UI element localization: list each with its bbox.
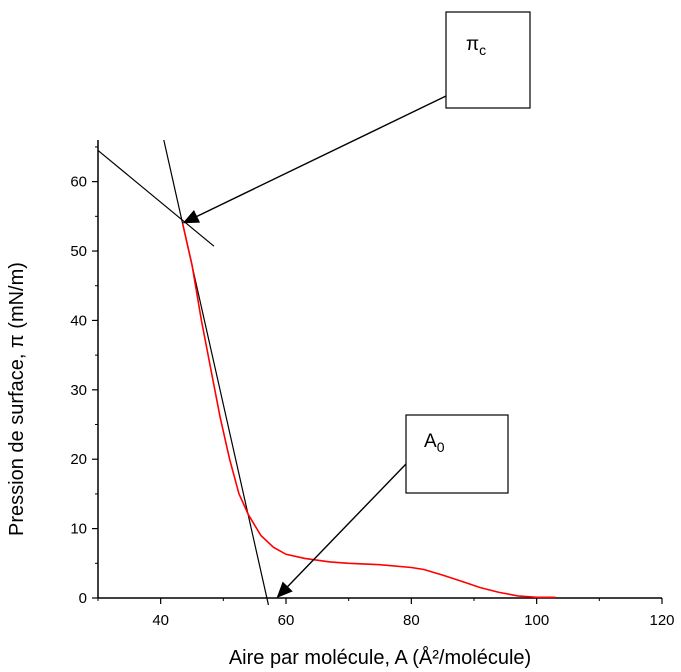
- y-axis-title: Pression de surface, π (mN/m): [6, 262, 28, 536]
- y-tick-label: 10: [70, 521, 87, 538]
- ticks: 40 60 80 100 120 0 10 20 30 40 50 60: [70, 146, 675, 629]
- callout-arrowhead: [276, 581, 293, 598]
- tangent-line-1: [97, 149, 215, 247]
- callout-2: A0: [276, 414, 509, 598]
- y-tick-label: 20: [70, 451, 87, 468]
- x-tick-label: 60: [278, 612, 295, 629]
- callout-label-subscript: c: [479, 42, 486, 58]
- callout-arrow-line: [184, 95, 447, 223]
- callout-arrowhead: [182, 210, 201, 224]
- x-axis-title: Aire par molécule, A (Å²/molécule): [229, 646, 531, 669]
- series-group: [181, 223, 556, 599]
- x-tick-label: 120: [649, 612, 674, 629]
- x-tick-label: 40: [152, 612, 169, 629]
- callout-box: [445, 11, 531, 109]
- x-tick-label: 100: [524, 612, 549, 629]
- x-tick-label: 80: [403, 612, 420, 629]
- series-line-1: [181, 223, 556, 599]
- callout-label: πc: [466, 34, 486, 58]
- tangent-lines: [97, 139, 270, 606]
- callout-label-subscript: 0: [437, 439, 445, 455]
- callout-box: [405, 414, 509, 494]
- callouts: πc A0: [182, 11, 531, 598]
- y-tick-label: 30: [70, 382, 87, 399]
- callout-1: πc: [182, 11, 531, 224]
- y-tick-label: 60: [70, 174, 87, 191]
- y-tick-label: 0: [79, 590, 87, 607]
- callout-arrow-line: [278, 463, 407, 597]
- callout-label: A0: [424, 431, 445, 455]
- callout-label-main: A: [424, 431, 437, 452]
- y-tick-label: 40: [70, 312, 87, 329]
- tangent-line-2: [163, 139, 270, 606]
- callout-label-main: π: [466, 34, 479, 55]
- y-tick-label: 50: [70, 243, 87, 260]
